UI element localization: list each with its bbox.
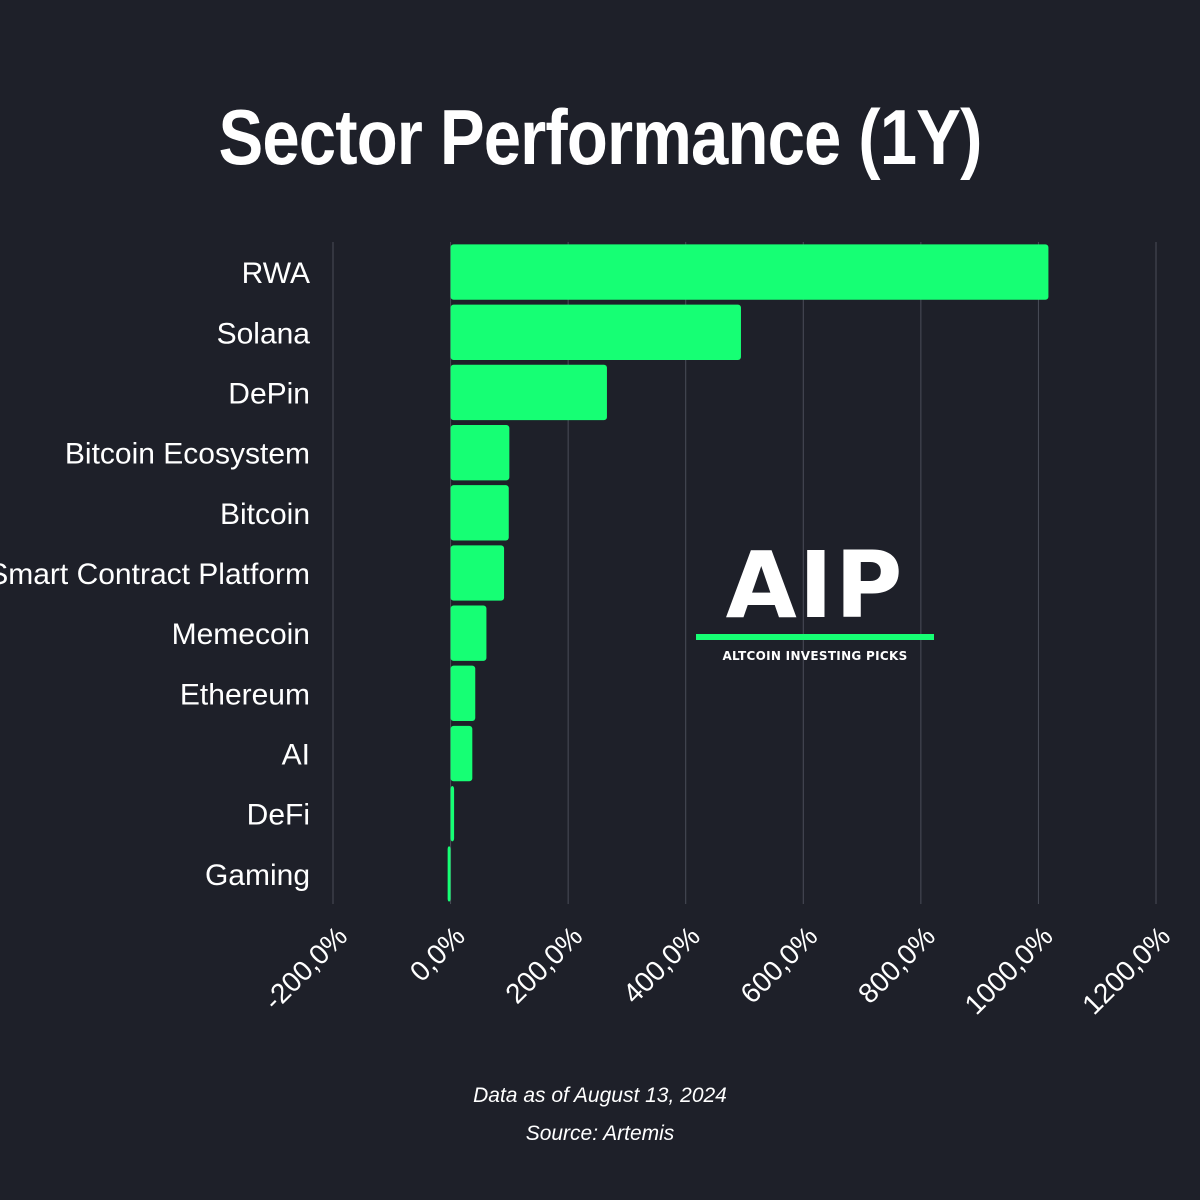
- category-label: Bitcoin: [220, 498, 310, 531]
- logo-mark: AIP: [725, 532, 905, 639]
- category-label: DePin: [228, 377, 310, 410]
- x-tick-labels: -200,0% 0,0% 200,0% 400,0% 600,0% 800,0% 1000,…: [258, 920, 1177, 1020]
- bars: [447, 244, 1049, 902]
- bar: [450, 364, 607, 421]
- bar: [450, 725, 473, 782]
- bar: [447, 846, 451, 902]
- x-tick-label: 1200,0%: [1076, 920, 1176, 1020]
- x-tick-label: 400,0%: [617, 920, 706, 1009]
- category-label: Memecoin: [172, 618, 310, 651]
- category-label: Gaming: [205, 859, 310, 892]
- x-tick-label: -200,0%: [258, 920, 354, 1016]
- category-label: RWA: [242, 257, 310, 290]
- category-label: Smart Contract Platform: [0, 558, 310, 591]
- logo-tagline: ALTCOIN INVESTING PICKS: [722, 649, 908, 663]
- category-labels: RWA Solana DePin Bitcoin Ecosystem Bitcoin Sm…: [0, 257, 310, 892]
- bar: [450, 304, 741, 360]
- category-label: Solana: [217, 317, 311, 350]
- chart-title: Sector Performance (1Y): [218, 93, 982, 181]
- bar: [450, 485, 509, 541]
- category-label: DeFi: [247, 799, 310, 832]
- x-tick-label: 0,0%: [404, 920, 471, 987]
- bar: [450, 424, 510, 481]
- bar: [450, 545, 505, 601]
- data-date-note: Data as of August 13, 2024: [473, 1084, 727, 1107]
- x-tick-label: 600,0%: [734, 920, 823, 1009]
- logo-underline: [696, 634, 934, 640]
- category-label: Ethereum: [180, 678, 310, 711]
- category-label: Bitcoin Ecosystem: [65, 438, 310, 471]
- source-note: Source: Artemis: [525, 1122, 675, 1145]
- category-label: AI: [282, 739, 310, 772]
- x-tick-label: 800,0%: [852, 920, 941, 1009]
- x-tick-label: 1000,0%: [959, 920, 1059, 1020]
- bar: [450, 605, 487, 661]
- bar: [450, 244, 1049, 300]
- bar: [450, 786, 455, 842]
- x-tick-label: 200,0%: [499, 920, 588, 1009]
- bar: [450, 665, 476, 722]
- aip-logo: AIP ALTCOIN INVESTING PICKS: [696, 538, 934, 663]
